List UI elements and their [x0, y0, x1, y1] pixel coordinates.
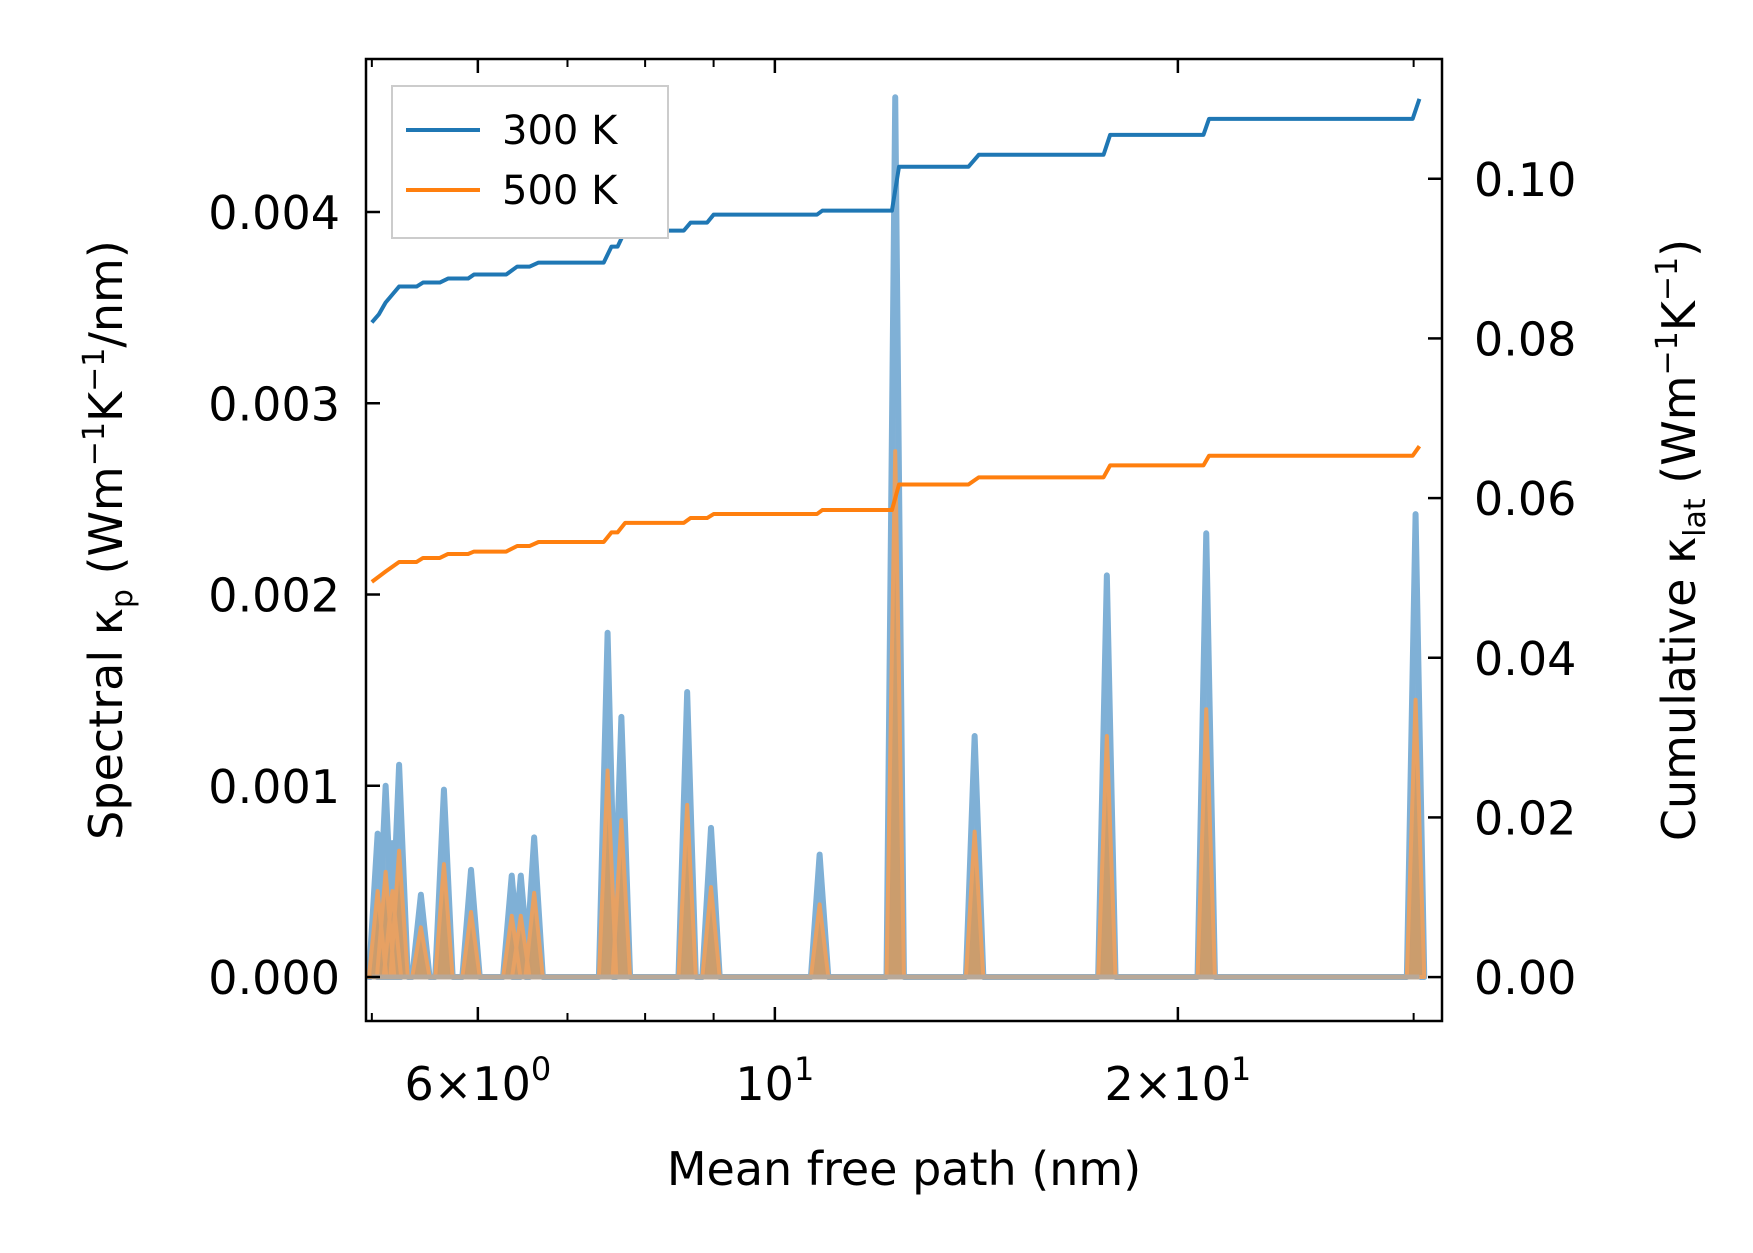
cumulative-line-500K	[370, 445, 1422, 584]
x-tick-exponent: 1	[794, 1050, 814, 1088]
x-tick-times: ×	[1134, 1057, 1173, 1111]
x-tick-mantissa: 6	[404, 1057, 433, 1111]
y-left-tick-label: 0.000	[208, 951, 340, 1005]
y-left-tick-label: 0.002	[208, 569, 340, 623]
plot-area	[366, 94, 1428, 981]
y-left-tick-label: 0.001	[208, 760, 340, 814]
cumulative-line-300K	[370, 98, 1422, 324]
x-tick-base: 10	[472, 1057, 531, 1111]
legend-box	[391, 85, 669, 239]
axes-layer: 6×100 101 2×1010.0000.0010.0020.0030.0040.…	[208, 57, 1576, 1111]
y-left-tick-label: 0.004	[208, 186, 340, 240]
x-tick-exponent: 0	[531, 1050, 551, 1088]
y-left-tick-label: 0.003	[208, 377, 340, 431]
y-right-tick-label: 0.06	[1474, 472, 1576, 526]
legend-label-500K: 500 K	[502, 168, 619, 214]
legend: 300 K 500 K	[391, 85, 669, 239]
y-right-tick-label: 0.10	[1474, 153, 1576, 207]
x-tick-times: ×	[434, 1057, 473, 1111]
y-right-tick-label: 0.04	[1474, 632, 1576, 686]
x-tick-label: 2×101	[1105, 1050, 1252, 1111]
spectral-fill-500K	[368, 451, 1425, 978]
y-right-tick-label: 0.02	[1474, 791, 1576, 845]
y-axis-label-left: Spectral κp (Wm−1K−1/nm)	[77, 240, 140, 840]
x-tick-exponent: 1	[1231, 1050, 1251, 1088]
x-tick-base: 10	[1172, 1057, 1231, 1111]
x-tick-base: 10	[735, 1057, 794, 1111]
y-right-tick-label: 0.08	[1474, 312, 1576, 366]
x-tick-label: 6×100	[404, 1050, 551, 1111]
x-tick-label: 101	[735, 1050, 814, 1111]
legend-label-300K: 300 K	[502, 108, 619, 154]
y-axis-label-right: Cumulative κlat (Wm−1K−1)	[1650, 239, 1713, 841]
y-right-tick-label: 0.00	[1474, 951, 1576, 1005]
x-axis-label: Mean free path (nm)	[667, 1142, 1141, 1196]
plot-frame	[364, 57, 1444, 1023]
x-tick-mantissa: 2	[1105, 1057, 1134, 1111]
